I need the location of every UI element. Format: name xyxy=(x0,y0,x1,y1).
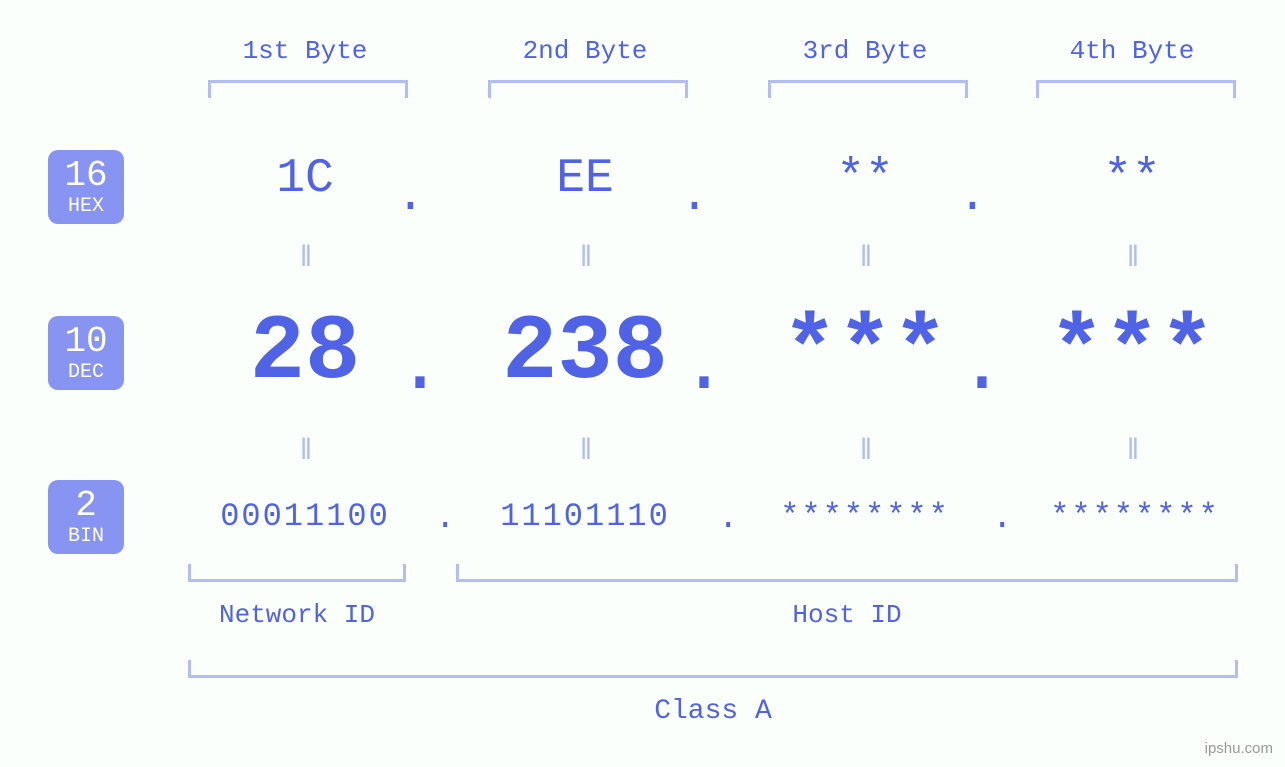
bin-dot-1: . xyxy=(435,500,455,538)
byte-1-bracket xyxy=(208,80,408,98)
bin-byte-2: 11101110 xyxy=(455,498,715,535)
host-id-label: Host ID xyxy=(456,600,1238,630)
hex-badge: 16 HEX xyxy=(48,150,124,224)
equals-1-1: ǁ xyxy=(205,242,405,276)
dec-byte-2: 238 xyxy=(475,300,695,405)
hex-base: 16 xyxy=(48,156,124,196)
network-id-label: Network ID xyxy=(188,600,406,630)
dec-base: 10 xyxy=(48,322,124,362)
byte-3-bracket xyxy=(768,80,968,98)
dec-badge: 10 DEC xyxy=(48,316,124,390)
dec-byte-4: *** xyxy=(1022,300,1242,405)
dec-byte-3: *** xyxy=(755,300,975,405)
byte-2-bracket xyxy=(488,80,688,98)
equals-2-3: ǁ xyxy=(765,435,965,469)
class-bracket xyxy=(188,660,1238,678)
equals-2-1: ǁ xyxy=(205,435,405,469)
byte-3-header: 3rd Byte xyxy=(765,36,965,66)
bin-byte-4: ******** xyxy=(1005,498,1265,535)
dec-dot-3: . xyxy=(958,322,1006,413)
bin-base: 2 xyxy=(48,486,124,526)
hex-dot-2: . xyxy=(680,170,709,224)
dec-label: DEC xyxy=(48,362,124,384)
hex-dot-1: . xyxy=(396,170,425,224)
class-label: Class A xyxy=(188,696,1238,727)
byte-4-bracket xyxy=(1036,80,1236,98)
ip-diagram: 1st Byte 2nd Byte 3rd Byte 4th Byte 16 H… xyxy=(0,0,1285,767)
byte-1-header: 1st Byte xyxy=(205,36,405,66)
dec-dot-1: . xyxy=(396,322,444,413)
hex-byte-4: ** xyxy=(1032,152,1232,206)
byte-2-header: 2nd Byte xyxy=(485,36,685,66)
host-id-bracket xyxy=(456,564,1238,582)
bin-byte-1: 00011100 xyxy=(175,498,435,535)
equals-1-3: ǁ xyxy=(765,242,965,276)
hex-byte-2: EE xyxy=(485,152,685,206)
hex-dot-3: . xyxy=(958,170,987,224)
hex-byte-1: 1C xyxy=(205,152,405,206)
watermark: ipshu.com xyxy=(1205,740,1273,757)
network-id-bracket xyxy=(188,564,406,582)
equals-2-2: ǁ xyxy=(485,435,685,469)
equals-1-4: ǁ xyxy=(1032,242,1232,276)
dec-dot-2: . xyxy=(680,322,728,413)
equals-1-2: ǁ xyxy=(485,242,685,276)
equals-2-4: ǁ xyxy=(1032,435,1232,469)
hex-label: HEX xyxy=(48,196,124,218)
byte-4-header: 4th Byte xyxy=(1032,36,1232,66)
bin-label: BIN xyxy=(48,526,124,548)
dec-byte-1: 28 xyxy=(195,300,415,405)
hex-byte-3: ** xyxy=(765,152,965,206)
bin-badge: 2 BIN xyxy=(48,480,124,554)
bin-byte-3: ******** xyxy=(735,498,995,535)
